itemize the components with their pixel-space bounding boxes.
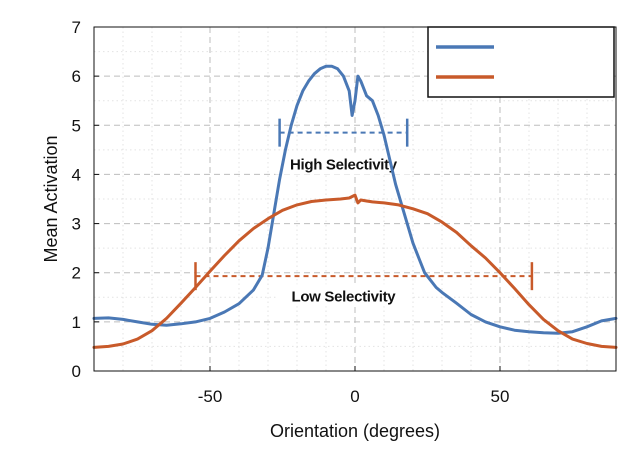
x-tick-label: 0	[350, 387, 359, 406]
annotation-label: Low Selectivity	[291, 288, 396, 305]
x-ticks: -50 0 50	[198, 366, 510, 406]
legend-box	[427, 26, 615, 98]
x-axis-title: Orientation (degrees)	[270, 421, 440, 441]
y-ticks: 0 1 2 3 4 5 6 7	[72, 18, 99, 381]
y-tick-label: 5	[72, 116, 81, 135]
series-line-1	[92, 64, 618, 335]
annotation-label-backdrop	[275, 152, 412, 175]
annotation-label: High Selectivity	[290, 157, 398, 174]
y-tick-label: 4	[72, 165, 81, 184]
series-layer	[92, 64, 618, 349]
series-line-2	[92, 193, 618, 349]
annotation-markers	[194, 118, 534, 291]
x-tick-label: -50	[198, 387, 223, 406]
annotation-labels: High Selectivity Low Selectivity	[275, 152, 412, 307]
y-tick-label: 2	[72, 264, 81, 283]
y-axis-title: Mean Activation	[41, 135, 61, 262]
y-tick-label: 0	[72, 362, 81, 381]
y-tick-label: 1	[72, 313, 81, 332]
annotation-label-backdrop	[275, 284, 412, 307]
y-tick-label: 7	[72, 18, 81, 37]
legend	[427, 26, 615, 98]
x-tick-label: 50	[491, 387, 510, 406]
y-tick-label: 3	[72, 215, 81, 234]
y-tick-label: 6	[72, 67, 81, 86]
